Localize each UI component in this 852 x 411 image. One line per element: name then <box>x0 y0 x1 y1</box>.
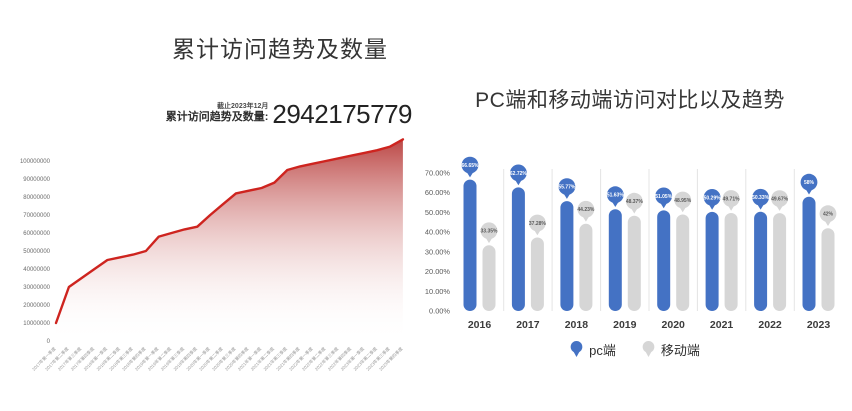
mobile-balloon-2018 <box>577 200 595 218</box>
pc-balloon-2023 <box>800 173 818 191</box>
y-tick-label: 100000000 <box>20 159 51 165</box>
y-tick-label: 60000000 <box>23 231 50 237</box>
year-label: 2021 <box>710 319 734 331</box>
pc-bar-2019 <box>608 209 622 311</box>
mobile-balloon-2021 <box>722 190 740 207</box>
mobile-balloon-2022 <box>771 190 788 207</box>
year-label: 2018 <box>565 319 589 331</box>
mobile-bar-2021 <box>724 213 738 311</box>
y-tick-label: 50000000 <box>23 249 50 255</box>
pc-balloon-2022 <box>752 188 769 206</box>
cumulative-area-chart: 0 10000000 20000000 30000000 40000000 5000000… <box>20 138 405 372</box>
mobile-bar-2019 <box>627 215 641 311</box>
year-label: 2016 <box>468 319 492 331</box>
value-label: 51.05% <box>655 194 673 200</box>
mobile-balloon-2017 <box>529 214 546 232</box>
pc-balloon-2017 <box>510 164 527 182</box>
mobile-balloon-2019 <box>625 192 643 210</box>
pc-balloon-2016 <box>461 156 479 174</box>
value-label: 58% <box>804 180 815 186</box>
year-label: 2023 <box>807 319 831 331</box>
value-label: 48.95% <box>674 198 692 204</box>
value-label: 37.28% <box>529 221 547 227</box>
mobile-bar-2022 <box>773 213 787 311</box>
chart-legend: pc端 移动端 <box>418 337 852 361</box>
value-label: 55.77% <box>558 185 576 191</box>
y-tick-label: 70.00% <box>425 169 450 178</box>
total-visits-value: 2942175779 <box>272 99 412 129</box>
value-label: 42% <box>823 212 834 218</box>
value-label: 44.23% <box>577 207 595 213</box>
mobile-bar-2023 <box>821 228 835 311</box>
mobile-bar-2016 <box>482 245 496 311</box>
value-label: 49.67% <box>771 197 789 203</box>
mobile-balloon-2023 <box>819 205 837 223</box>
mobile-bar-2017 <box>530 237 544 311</box>
legend-label-mobile: 移动端 <box>660 342 700 358</box>
y-tick-label: 0.00% <box>429 307 450 316</box>
y-tick-label: 10000000 <box>23 321 50 327</box>
pc-balloon-2019 <box>606 186 624 204</box>
y-tick-label: 20000000 <box>23 303 50 309</box>
metric-label: 累计访问趋势及数量: <box>165 111 269 123</box>
value-label: 50.33% <box>752 195 770 201</box>
pc-mobile-bar-chart: 0.00% 10.00% 20.00% 30.00% 40.00% 50.00% 60.00… <box>425 156 837 331</box>
legend-item-mobile: 移动端 <box>642 340 700 359</box>
pc-bar-2016 <box>463 179 477 311</box>
value-label: 48.37% <box>626 199 644 205</box>
y-tick-label: 40.00% <box>425 228 450 237</box>
value-label: 51.63% <box>607 193 625 199</box>
comparison-chart-title: PC端和移动端访问对比以及趋势 <box>475 89 785 112</box>
as-of-date: 截止2023年12月 <box>217 103 269 110</box>
mobile-bar-2020 <box>676 214 690 311</box>
y-tick-label: 90000000 <box>23 177 50 183</box>
y-tick-label: 0 <box>47 339 51 345</box>
year-label: 2017 <box>516 319 540 331</box>
y-tick-label: 40000000 <box>23 267 50 273</box>
pc-bar-2018 <box>560 201 574 311</box>
pc-bar-2021 <box>705 211 719 311</box>
cumulative-header-labels: 截止2023年12月 累计访问趋势及数量: <box>166 103 269 126</box>
pc-bar-2023 <box>802 196 816 311</box>
cumulative-chart-title: 累计访问趋势及数量 <box>172 36 388 62</box>
area-fill <box>56 139 403 341</box>
value-label: 33.35% <box>481 229 499 235</box>
pc-balloon-icon <box>570 340 583 357</box>
y-tick-label: 60.00% <box>425 188 450 197</box>
pc-bar-2017 <box>511 187 525 311</box>
year-label: 2022 <box>758 319 782 331</box>
value-label: 49.71% <box>723 196 741 202</box>
y-tick-label: 30000000 <box>23 285 50 291</box>
trend-line <box>54 138 405 325</box>
year-label: 2019 <box>613 319 637 331</box>
pc-balloon-2021 <box>703 189 721 206</box>
mobile-bar-2018 <box>579 223 593 311</box>
mobile-balloon-2020 <box>674 191 692 209</box>
value-label: 50.29% <box>704 195 722 201</box>
y-tick-label: 10.00% <box>425 287 450 296</box>
y-tick-label: 70000000 <box>23 213 50 219</box>
cumulative-total-header: 截止2023年12月 累计访问趋势及数量: 2942175779 <box>140 99 413 129</box>
value-label: 62.72% <box>510 171 528 177</box>
y-tick-label: 80000000 <box>23 195 50 201</box>
y-tick-label: 20.00% <box>425 267 450 276</box>
pc-bar-2022 <box>754 211 768 311</box>
pc-balloon-2018 <box>558 178 576 195</box>
legend-label-pc: pc端 <box>589 342 616 358</box>
pc-balloon-2020 <box>655 187 673 205</box>
y-tick-label: 50.00% <box>425 208 450 217</box>
legend-item-pc: pc端 <box>570 340 616 359</box>
y-tick-label: 30.00% <box>425 247 450 256</box>
year-label: 2020 <box>662 319 686 331</box>
mobile-balloon-icon <box>642 340 655 357</box>
pc-bar-2020 <box>657 210 671 311</box>
value-label: 66.65% <box>462 163 480 169</box>
mobile-balloon-2016 <box>480 222 498 240</box>
